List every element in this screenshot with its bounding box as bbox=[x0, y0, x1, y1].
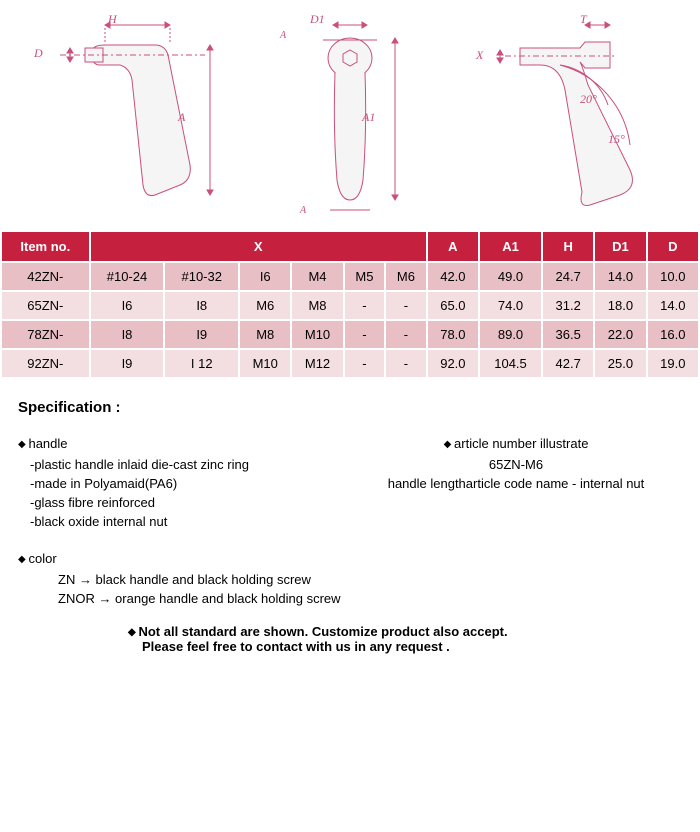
table-cell: 92.0 bbox=[427, 349, 479, 378]
table-cell: 92ZN- bbox=[1, 349, 90, 378]
table-row: 65ZN-I6I8M6M8--65.074.031.218.014.0 bbox=[1, 291, 699, 320]
table-row: 78ZN-I8I9M8M10--78.089.036.522.016.0 bbox=[1, 320, 699, 349]
table-cell: - bbox=[344, 320, 386, 349]
table-cell: - bbox=[385, 291, 427, 320]
footer-line1: Not all standard are shown. Customize pr… bbox=[138, 624, 507, 639]
table-cell: I9 bbox=[90, 349, 165, 378]
front-view-svg bbox=[275, 10, 425, 220]
table-cell: 49.0 bbox=[479, 262, 542, 291]
col-d1: D1 bbox=[594, 231, 646, 262]
drawing-front-view: D1 A1 A A bbox=[240, 10, 460, 220]
spec-handle-col: handle -plastic handle inlaid die-cast z… bbox=[18, 436, 350, 533]
table-cell: 42.0 bbox=[427, 262, 479, 291]
article-desc: handle lengtharticle code name - interna… bbox=[350, 476, 682, 491]
table-cell: M4 bbox=[291, 262, 343, 291]
col-x: X bbox=[90, 231, 427, 262]
table-cell: 19.0 bbox=[647, 349, 699, 378]
table-cell: 24.7 bbox=[542, 262, 594, 291]
table-cell: - bbox=[344, 291, 386, 320]
table-cell: - bbox=[385, 320, 427, 349]
table-row: 92ZN-I9I 12M10M12--92.0104.542.725.019.0 bbox=[1, 349, 699, 378]
dim-D: D bbox=[34, 46, 43, 61]
table-cell: M10 bbox=[239, 349, 291, 378]
spec-article-head: article number illustrate bbox=[350, 436, 682, 451]
col-h: H bbox=[542, 231, 594, 262]
spec-color-section: color ZN → black handle and black holdin… bbox=[18, 551, 682, 606]
col-d: D bbox=[647, 231, 699, 262]
table-row: 42ZN-#10-24#10-32I6M4M5M642.049.024.714.… bbox=[1, 262, 699, 291]
table-cell: M8 bbox=[291, 291, 343, 320]
spec-color-head: color bbox=[18, 551, 682, 566]
table-cell: M6 bbox=[239, 291, 291, 320]
table-cell: #10-32 bbox=[164, 262, 239, 291]
table-cell: M6 bbox=[385, 262, 427, 291]
spec-table: Item no. X A A1 H D1 D 42ZN-#10-24#10-32… bbox=[0, 230, 700, 379]
table-cell: I6 bbox=[90, 291, 165, 320]
spec-handle-head: handle bbox=[18, 436, 350, 451]
table-cell: I 12 bbox=[164, 349, 239, 378]
handle-item: -black oxide internal nut bbox=[30, 514, 350, 529]
section-mark-top: A bbox=[280, 30, 286, 41]
table-cell: 22.0 bbox=[594, 320, 646, 349]
table-cell: 104.5 bbox=[479, 349, 542, 378]
table-cell: 14.0 bbox=[647, 291, 699, 320]
table-cell: - bbox=[385, 349, 427, 378]
col-item: Item no. bbox=[1, 231, 90, 262]
section-mark-bot: A bbox=[300, 205, 306, 216]
col-a1: A1 bbox=[479, 231, 542, 262]
table-cell: I8 bbox=[90, 320, 165, 349]
dim-A: A bbox=[178, 110, 185, 125]
color-item: ZN → black handle and black holding scre… bbox=[58, 572, 682, 587]
table-cell: 78ZN- bbox=[1, 320, 90, 349]
handle-item: -plastic handle inlaid die-cast zinc rin… bbox=[30, 457, 350, 472]
color-item: ZNOR → orange handle and black holding s… bbox=[58, 591, 682, 606]
table-cell: 78.0 bbox=[427, 320, 479, 349]
side-view-svg bbox=[40, 10, 220, 220]
table-cell: #10-24 bbox=[90, 262, 165, 291]
drawing-side-view: H D A bbox=[20, 10, 240, 220]
dim-angle-15: 15° bbox=[608, 132, 625, 147]
table-cell: 18.0 bbox=[594, 291, 646, 320]
table-cell: 74.0 bbox=[479, 291, 542, 320]
table-cell: 65.0 bbox=[427, 291, 479, 320]
table-cell: 31.2 bbox=[542, 291, 594, 320]
dim-T: T bbox=[580, 12, 587, 27]
table-cell: M10 bbox=[291, 320, 343, 349]
specification-section: Specification : handle -plastic handle i… bbox=[0, 379, 700, 664]
table-cell: - bbox=[344, 349, 386, 378]
dim-H: H bbox=[108, 12, 117, 27]
table-cell: 89.0 bbox=[479, 320, 542, 349]
col-a: A bbox=[427, 231, 479, 262]
table-cell: 65ZN- bbox=[1, 291, 90, 320]
handle-item: -made in Polyamaid(PA6) bbox=[30, 476, 350, 491]
spec-title: Specification : bbox=[18, 399, 682, 416]
table-cell: 42.7 bbox=[542, 349, 594, 378]
dim-D1: D1 bbox=[310, 12, 325, 27]
footer-note: Not all standard are shown. Customize pr… bbox=[18, 624, 682, 654]
table-cell: I9 bbox=[164, 320, 239, 349]
dim-X: X bbox=[476, 48, 483, 63]
dim-angle-20: 20° bbox=[580, 92, 597, 107]
handle-item: -glass fibre reinforced bbox=[30, 495, 350, 510]
table-header-row: Item no. X A A1 H D1 D bbox=[1, 231, 699, 262]
spec-article-col: article number illustrate 65ZN-M6 handle… bbox=[350, 436, 682, 533]
technical-drawings: H D A D1 A1 A A bbox=[0, 0, 700, 230]
table-cell: M12 bbox=[291, 349, 343, 378]
table-cell: 36.5 bbox=[542, 320, 594, 349]
footer-line2: Please feel free to contact with us in a… bbox=[142, 639, 450, 654]
table-cell: M5 bbox=[344, 262, 386, 291]
table-cell: 25.0 bbox=[594, 349, 646, 378]
drawing-angle-view: T X 20° 15° bbox=[460, 10, 680, 220]
table-cell: 16.0 bbox=[647, 320, 699, 349]
dim-A1: A1 bbox=[362, 110, 375, 125]
table-cell: 42ZN- bbox=[1, 262, 90, 291]
article-example: 65ZN-M6 bbox=[350, 457, 682, 472]
angle-view-svg bbox=[470, 10, 670, 220]
table-cell: I6 bbox=[239, 262, 291, 291]
table-cell: M8 bbox=[239, 320, 291, 349]
table-cell: I8 bbox=[164, 291, 239, 320]
table-cell: 14.0 bbox=[594, 262, 646, 291]
table-cell: 10.0 bbox=[647, 262, 699, 291]
